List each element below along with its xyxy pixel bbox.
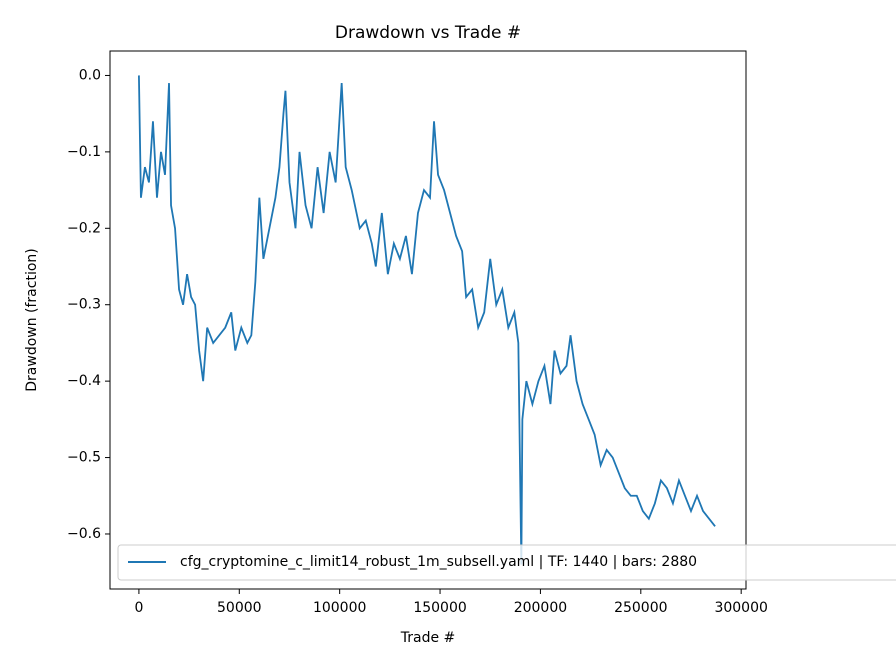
x-tick-label: 300000 — [714, 600, 767, 616]
y-tick-label: −0.6 — [67, 526, 101, 542]
legend-box — [117, 544, 896, 581]
y-tick-label: 0.0 — [79, 67, 101, 83]
x-tick-label: 50000 — [217, 600, 262, 616]
chart-title: Drawdown vs Trade # — [335, 23, 521, 43]
y-tick-label: −0.2 — [67, 220, 101, 236]
y-axis-label: Drawdown (fraction) — [24, 248, 40, 392]
y-tick-label: −0.4 — [67, 373, 101, 389]
y-tick-label: −0.3 — [67, 297, 101, 313]
x-tick-label: 200000 — [514, 600, 567, 616]
line-series — [138, 75, 716, 565]
y-tick-label: −0.5 — [67, 450, 101, 466]
y-tick-label: −0.1 — [67, 144, 101, 160]
x-tick-label: 250000 — [614, 600, 667, 616]
plot-frame — [109, 50, 747, 590]
x-tick-label: 100000 — [313, 600, 366, 616]
x-tick-label: 150000 — [413, 600, 466, 616]
x-axis-label: Trade # — [400, 630, 456, 646]
legend-label: cfg_cryptomine_c_limit14_robust_1m_subse… — [180, 554, 697, 570]
x-tick-label: 0 — [134, 600, 143, 616]
